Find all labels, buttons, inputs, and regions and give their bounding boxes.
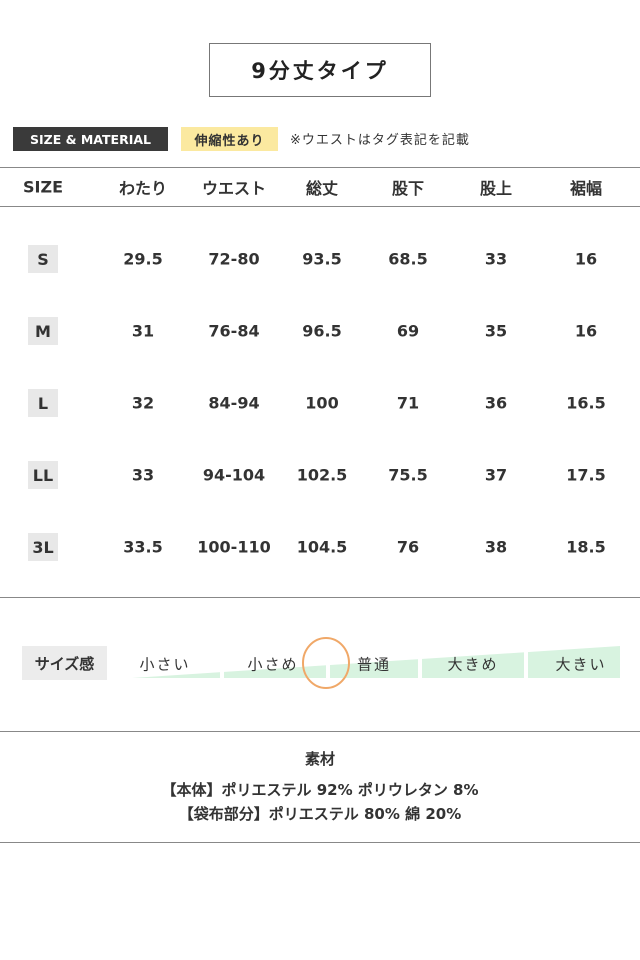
table-cell: 32 [131,393,155,413]
table-cell: 33.5 [123,537,163,557]
size-badge: LL [28,461,58,489]
table-cell: 72-80 [208,249,260,269]
table-cell: 16 [574,321,598,341]
fit-option: 大きい [555,655,607,674]
table-cell: 76 [396,537,420,557]
table-cell: 16.5 [566,393,606,413]
table-cell: 100 [305,393,339,413]
column-header: SIZE [22,177,64,197]
stretch-badge: 伸縮性あり [181,127,278,151]
column-header: わたり [118,179,168,198]
fit-option: 大きめ [447,655,499,674]
column-header: 総丈 [305,179,339,198]
column-header: 股上 [479,179,513,198]
table-cell: 16 [574,249,598,269]
fit-option: 小さめ [247,655,299,674]
divider [0,167,640,168]
table-cell: 37 [484,465,508,485]
material-title: 素材 [304,750,335,768]
table-cell: 75.5 [388,465,428,485]
table-cell: 94-104 [202,465,266,485]
table-cell: 100-110 [197,537,271,557]
divider [0,597,640,598]
fit-option: 小さい [139,655,191,674]
table-cell: 104.5 [296,537,348,557]
divider [0,731,640,732]
column-header: 裾幅 [569,179,603,198]
table-cell: 76-84 [208,321,260,341]
table-cell: 29.5 [123,249,163,269]
divider [0,842,640,843]
fit-marker-circle [302,637,350,689]
material-line: 【袋布部分】ポリエステル 80% 綿 20% [178,805,462,823]
table-cell: 35 [484,321,508,341]
size-material-tag: SIZE & MATERIAL [13,127,168,151]
table-cell: 71 [396,393,420,413]
page-title: 9分丈タイプ [209,43,431,97]
fit-wedge [132,646,620,678]
table-cell: 31 [131,321,155,341]
table-cell: 36 [484,393,508,413]
table-cell: 38 [484,537,508,557]
table-cell: 102.5 [296,465,348,485]
fit-scale [132,630,620,690]
column-header: ウエスト [201,179,267,198]
table-cell: 84-94 [208,393,260,413]
table-cell: 68.5 [388,249,428,269]
size-badge: 3L [28,533,58,561]
table-cell: 69 [396,321,420,341]
size-badge: M [28,317,58,345]
column-header: 股下 [391,179,425,198]
fit-option: 普通 [356,655,392,674]
divider [0,206,640,207]
fit-label: サイズ感 [22,646,107,680]
table-cell: 18.5 [566,537,606,557]
size-badge: L [28,389,58,417]
table-cell: 33 [484,249,508,269]
table-cell: 93.5 [302,249,342,269]
waist-note: ※ウエストはタグ表記を記載 [290,133,470,148]
table-cell: 33 [131,465,155,485]
table-cell: 96.5 [302,321,342,341]
material-line: 【本体】ポリエステル 92% ポリウレタン 8% [161,781,479,799]
table-cell: 17.5 [566,465,606,485]
size-badge: S [28,245,58,273]
